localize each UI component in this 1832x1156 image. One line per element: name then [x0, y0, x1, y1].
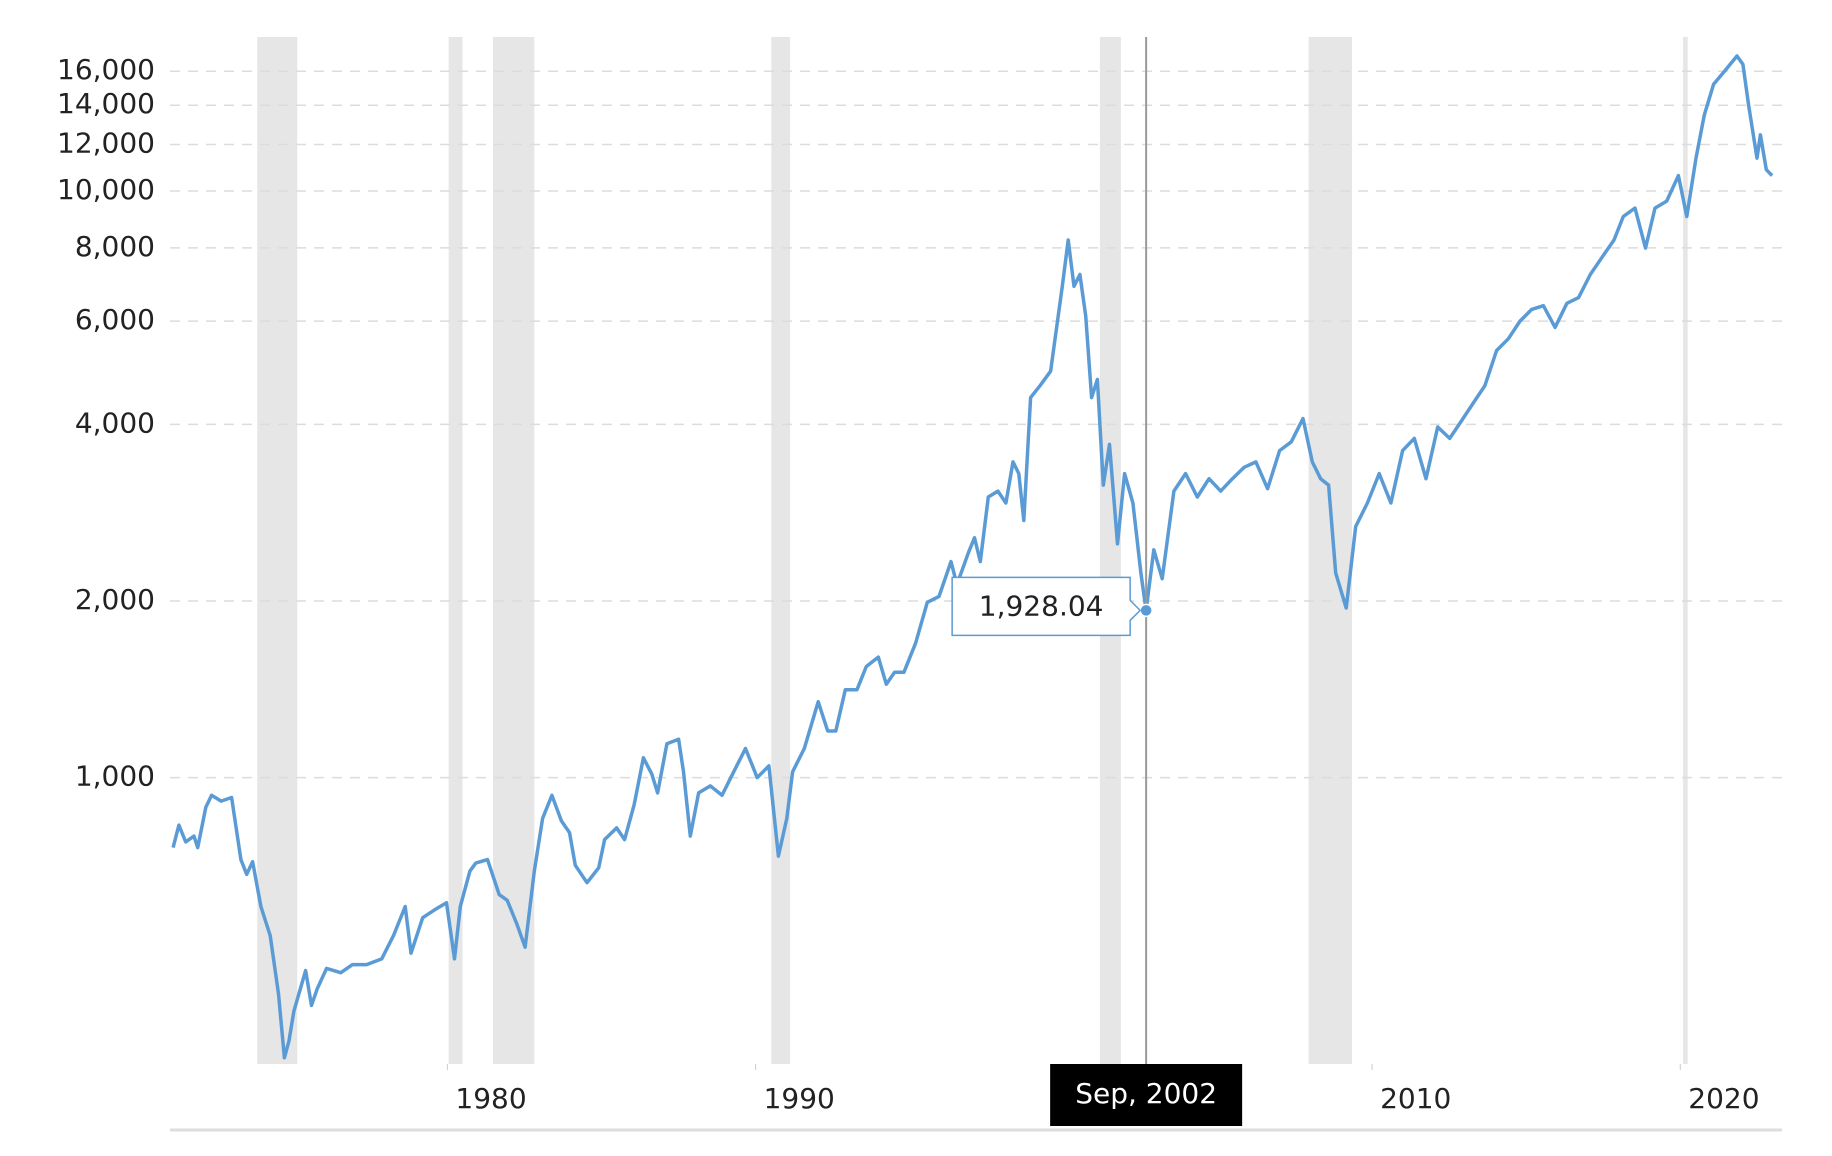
y-tick-label: 14,000: [57, 87, 155, 120]
series-line: [171, 54, 1774, 1060]
date-label: Sep, 2002: [1075, 1077, 1217, 1110]
y-tick-label: 1,000: [75, 760, 155, 793]
y-tick-label: 12,000: [57, 127, 155, 160]
date-label-box: [1050, 1064, 1243, 1126]
recession-band: [1683, 37, 1688, 1064]
tooltip-value: 1,928.04: [979, 589, 1104, 622]
recession-band: [771, 37, 791, 1064]
x-tick-label: 1990: [764, 1082, 835, 1115]
y-tick-label: 2,000: [75, 583, 155, 616]
recession-band: [257, 37, 298, 1064]
tooltip-point: [1139, 603, 1153, 618]
y-tick-label: 16,000: [57, 53, 155, 86]
recession-band: [1099, 37, 1121, 1064]
y-tick-label: 6,000: [75, 303, 155, 336]
recession-band: [448, 37, 463, 1064]
y-tick-label: 10,000: [57, 173, 155, 206]
recession-band: [1308, 37, 1353, 1064]
x-tick-label: 2010: [1380, 1082, 1451, 1115]
y-tick-label: 8,000: [75, 230, 155, 263]
x-tick-label: 1980: [455, 1082, 526, 1115]
x-tick-label: 2020: [1688, 1082, 1759, 1115]
y-tick-label: 4,000: [75, 406, 155, 439]
tooltip-box: [951, 576, 1142, 637]
